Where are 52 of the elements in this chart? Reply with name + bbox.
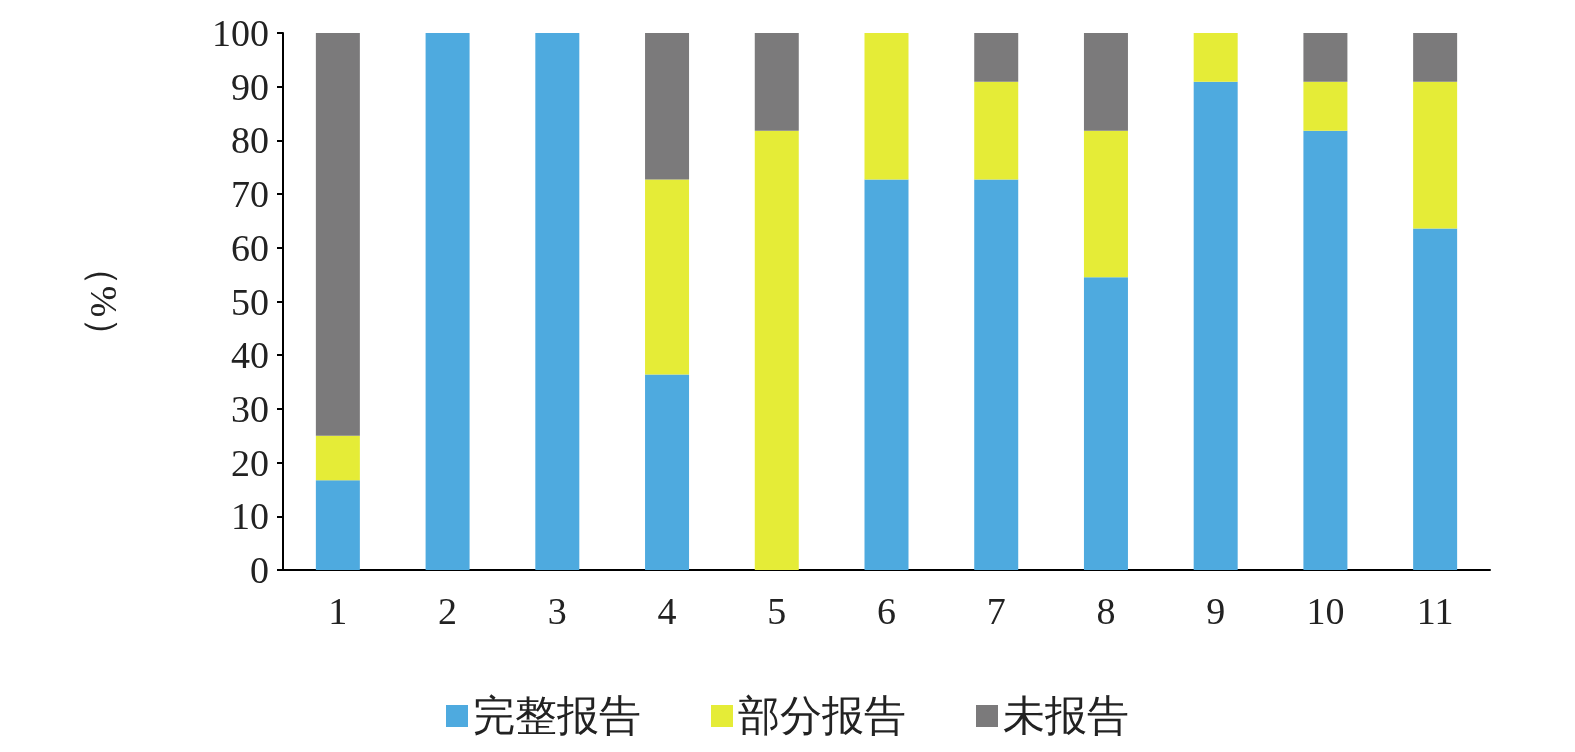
- x-tick-label: 2: [438, 590, 458, 632]
- x-tick-label: 10: [1306, 590, 1345, 632]
- x-tick-label: 4: [657, 590, 677, 632]
- bar: [1303, 130, 1348, 570]
- bar: [1193, 33, 1238, 82]
- y-tick-label: 60: [231, 226, 269, 269]
- x-tick-label: 1: [328, 590, 348, 632]
- y-tick-label: 70: [231, 173, 269, 216]
- bar: [864, 179, 909, 570]
- x-tick-label: 11: [1416, 590, 1454, 632]
- bar: [315, 33, 360, 436]
- y-tick-label: 90: [231, 65, 269, 108]
- bar: [645, 374, 690, 570]
- x-tick-label: 8: [1096, 590, 1116, 632]
- x-tick-label: 9: [1206, 590, 1226, 632]
- y-axis-title: （%）: [83, 247, 125, 356]
- bar: [754, 33, 799, 131]
- bar: [974, 81, 1019, 180]
- bar: [1303, 33, 1348, 82]
- bar: [315, 435, 360, 481]
- y-tick-label: 0: [250, 549, 269, 591]
- bar: [754, 130, 799, 570]
- legend-label: 部分报告: [738, 693, 906, 739]
- x-tick-label: 6: [877, 590, 896, 632]
- bar: [1083, 33, 1128, 131]
- bar: [1083, 130, 1128, 278]
- y-tick-label: 50: [231, 280, 269, 323]
- y-tick-label: 80: [231, 119, 269, 162]
- y-tick-label: 100: [212, 12, 269, 54]
- bar: [1413, 81, 1458, 229]
- bar: [1303, 81, 1348, 131]
- bar: [864, 33, 909, 180]
- x-tick-label: 7: [986, 590, 1006, 632]
- bar: [1193, 81, 1238, 570]
- y-tick-label: 20: [231, 441, 269, 484]
- bar: [1413, 228, 1458, 570]
- legend-label: 未报告: [1003, 693, 1129, 739]
- legend-label: 完整报告: [473, 693, 641, 739]
- bar: [974, 33, 1019, 82]
- y-tick-label: 40: [231, 334, 269, 377]
- bar: [425, 33, 470, 570]
- bar: [1413, 33, 1458, 82]
- bar: [645, 179, 690, 375]
- y-tick-label: 30: [231, 387, 269, 430]
- x-tick-label: 5: [767, 590, 787, 632]
- bar: [1083, 277, 1128, 570]
- y-tick-label: 10: [231, 495, 269, 538]
- bar: [974, 179, 1019, 570]
- bar: [315, 480, 360, 570]
- bar: [645, 33, 690, 180]
- x-tick-label: 3: [547, 590, 567, 632]
- bar: [535, 33, 580, 570]
